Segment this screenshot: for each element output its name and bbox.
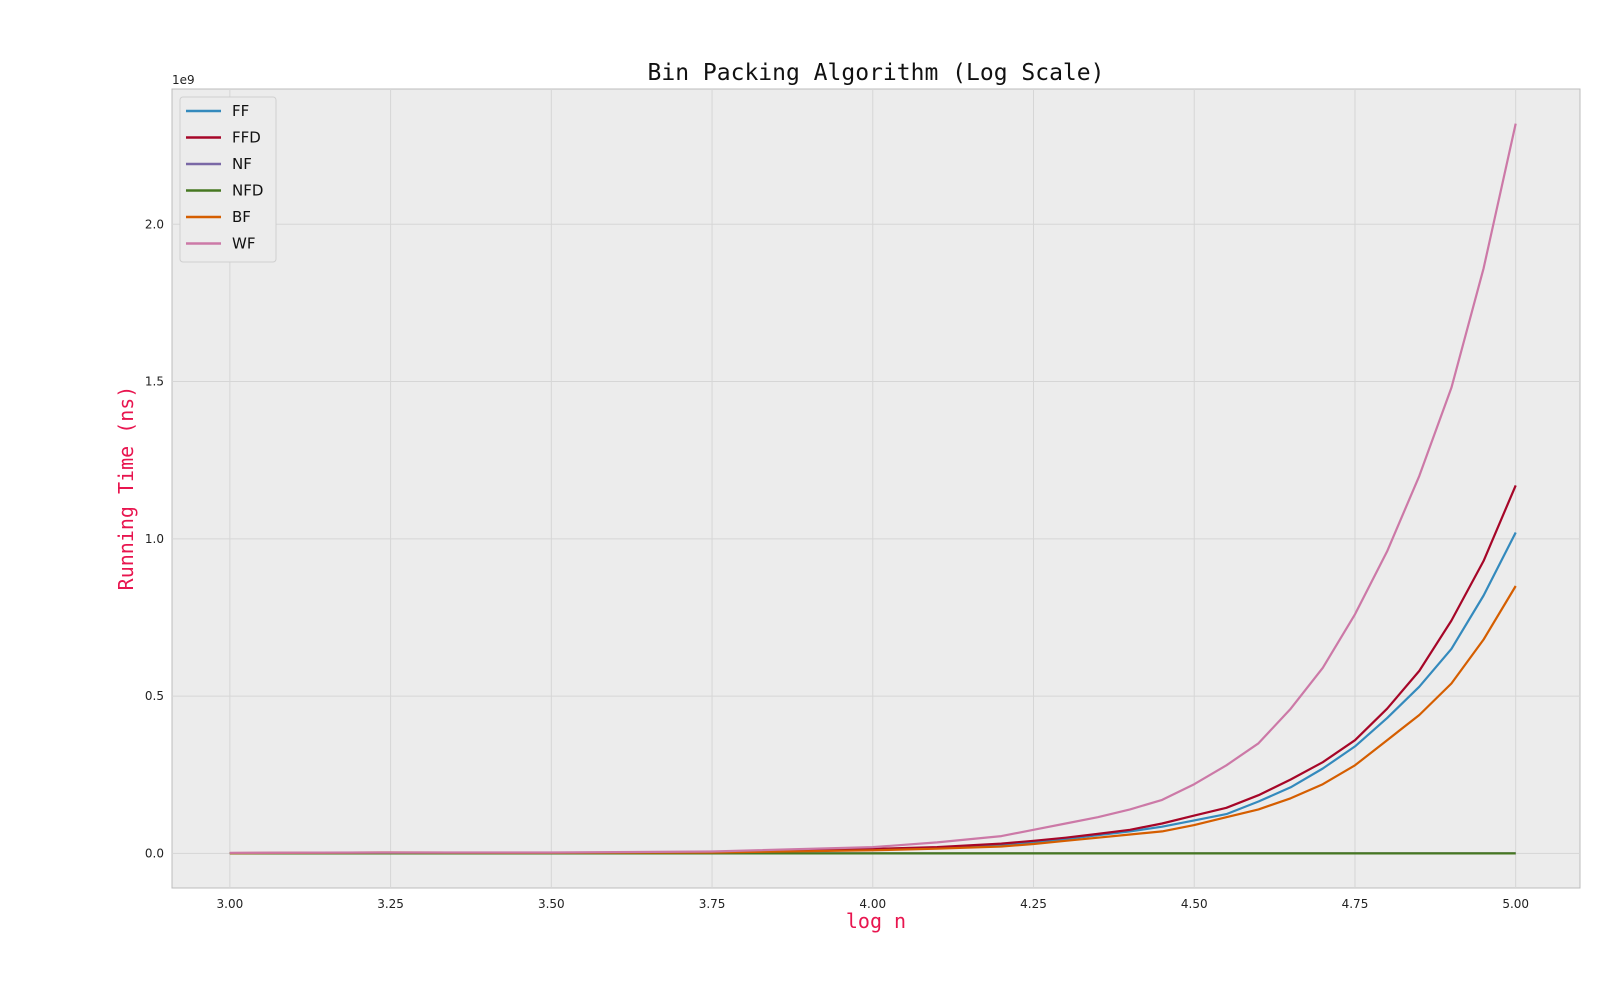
y-tick-label: 0.5 [145,689,164,703]
series-line-bf [229,585,1517,855]
x-tick-label: 3.75 [699,897,726,911]
x-tick-label: 3.00 [217,897,244,911]
x-tick-label: 4.50 [1181,897,1208,911]
x-tick-label: 4.75 [1342,897,1369,911]
x-tick-label: 4.00 [859,897,886,911]
legend-label: WF [232,235,255,253]
x-tick-label: 4.25 [1020,897,1047,911]
legend-label: FF [232,102,249,120]
legend-label: NFD [232,182,263,200]
legend-label: FFD [232,129,261,147]
series-layer [229,123,1517,855]
y-tick-label: 2.0 [145,217,164,231]
x-axis-label: log n [846,909,906,933]
legend: FF FFD NF NFD BF WF [179,96,277,263]
series-line-wf [229,123,1517,854]
plot-area [171,88,1581,889]
x-tick-label: 5.00 [1502,897,1529,911]
y-tick-label: 1.0 [145,532,164,546]
chart-title: Bin Packing Algorithm (Log Scale) [648,60,1105,86]
legend-label: BF [232,208,251,226]
y-offset-label: 1e9 [172,73,195,87]
y-tick-label: 0.0 [145,846,164,860]
y-tick-label: 1.5 [145,375,164,389]
y-axis-label: Running Time (ns) [114,386,138,591]
legend-label: NF [232,155,252,173]
x-tick-label: 3.25 [377,897,404,911]
legend-box [179,96,277,263]
x-tick-label: 3.50 [538,897,565,911]
ticks: 3.00 3.25 3.50 3.75 4.00 4.25 4.50 4.75 5.00 0.0 0… [145,217,1529,911]
